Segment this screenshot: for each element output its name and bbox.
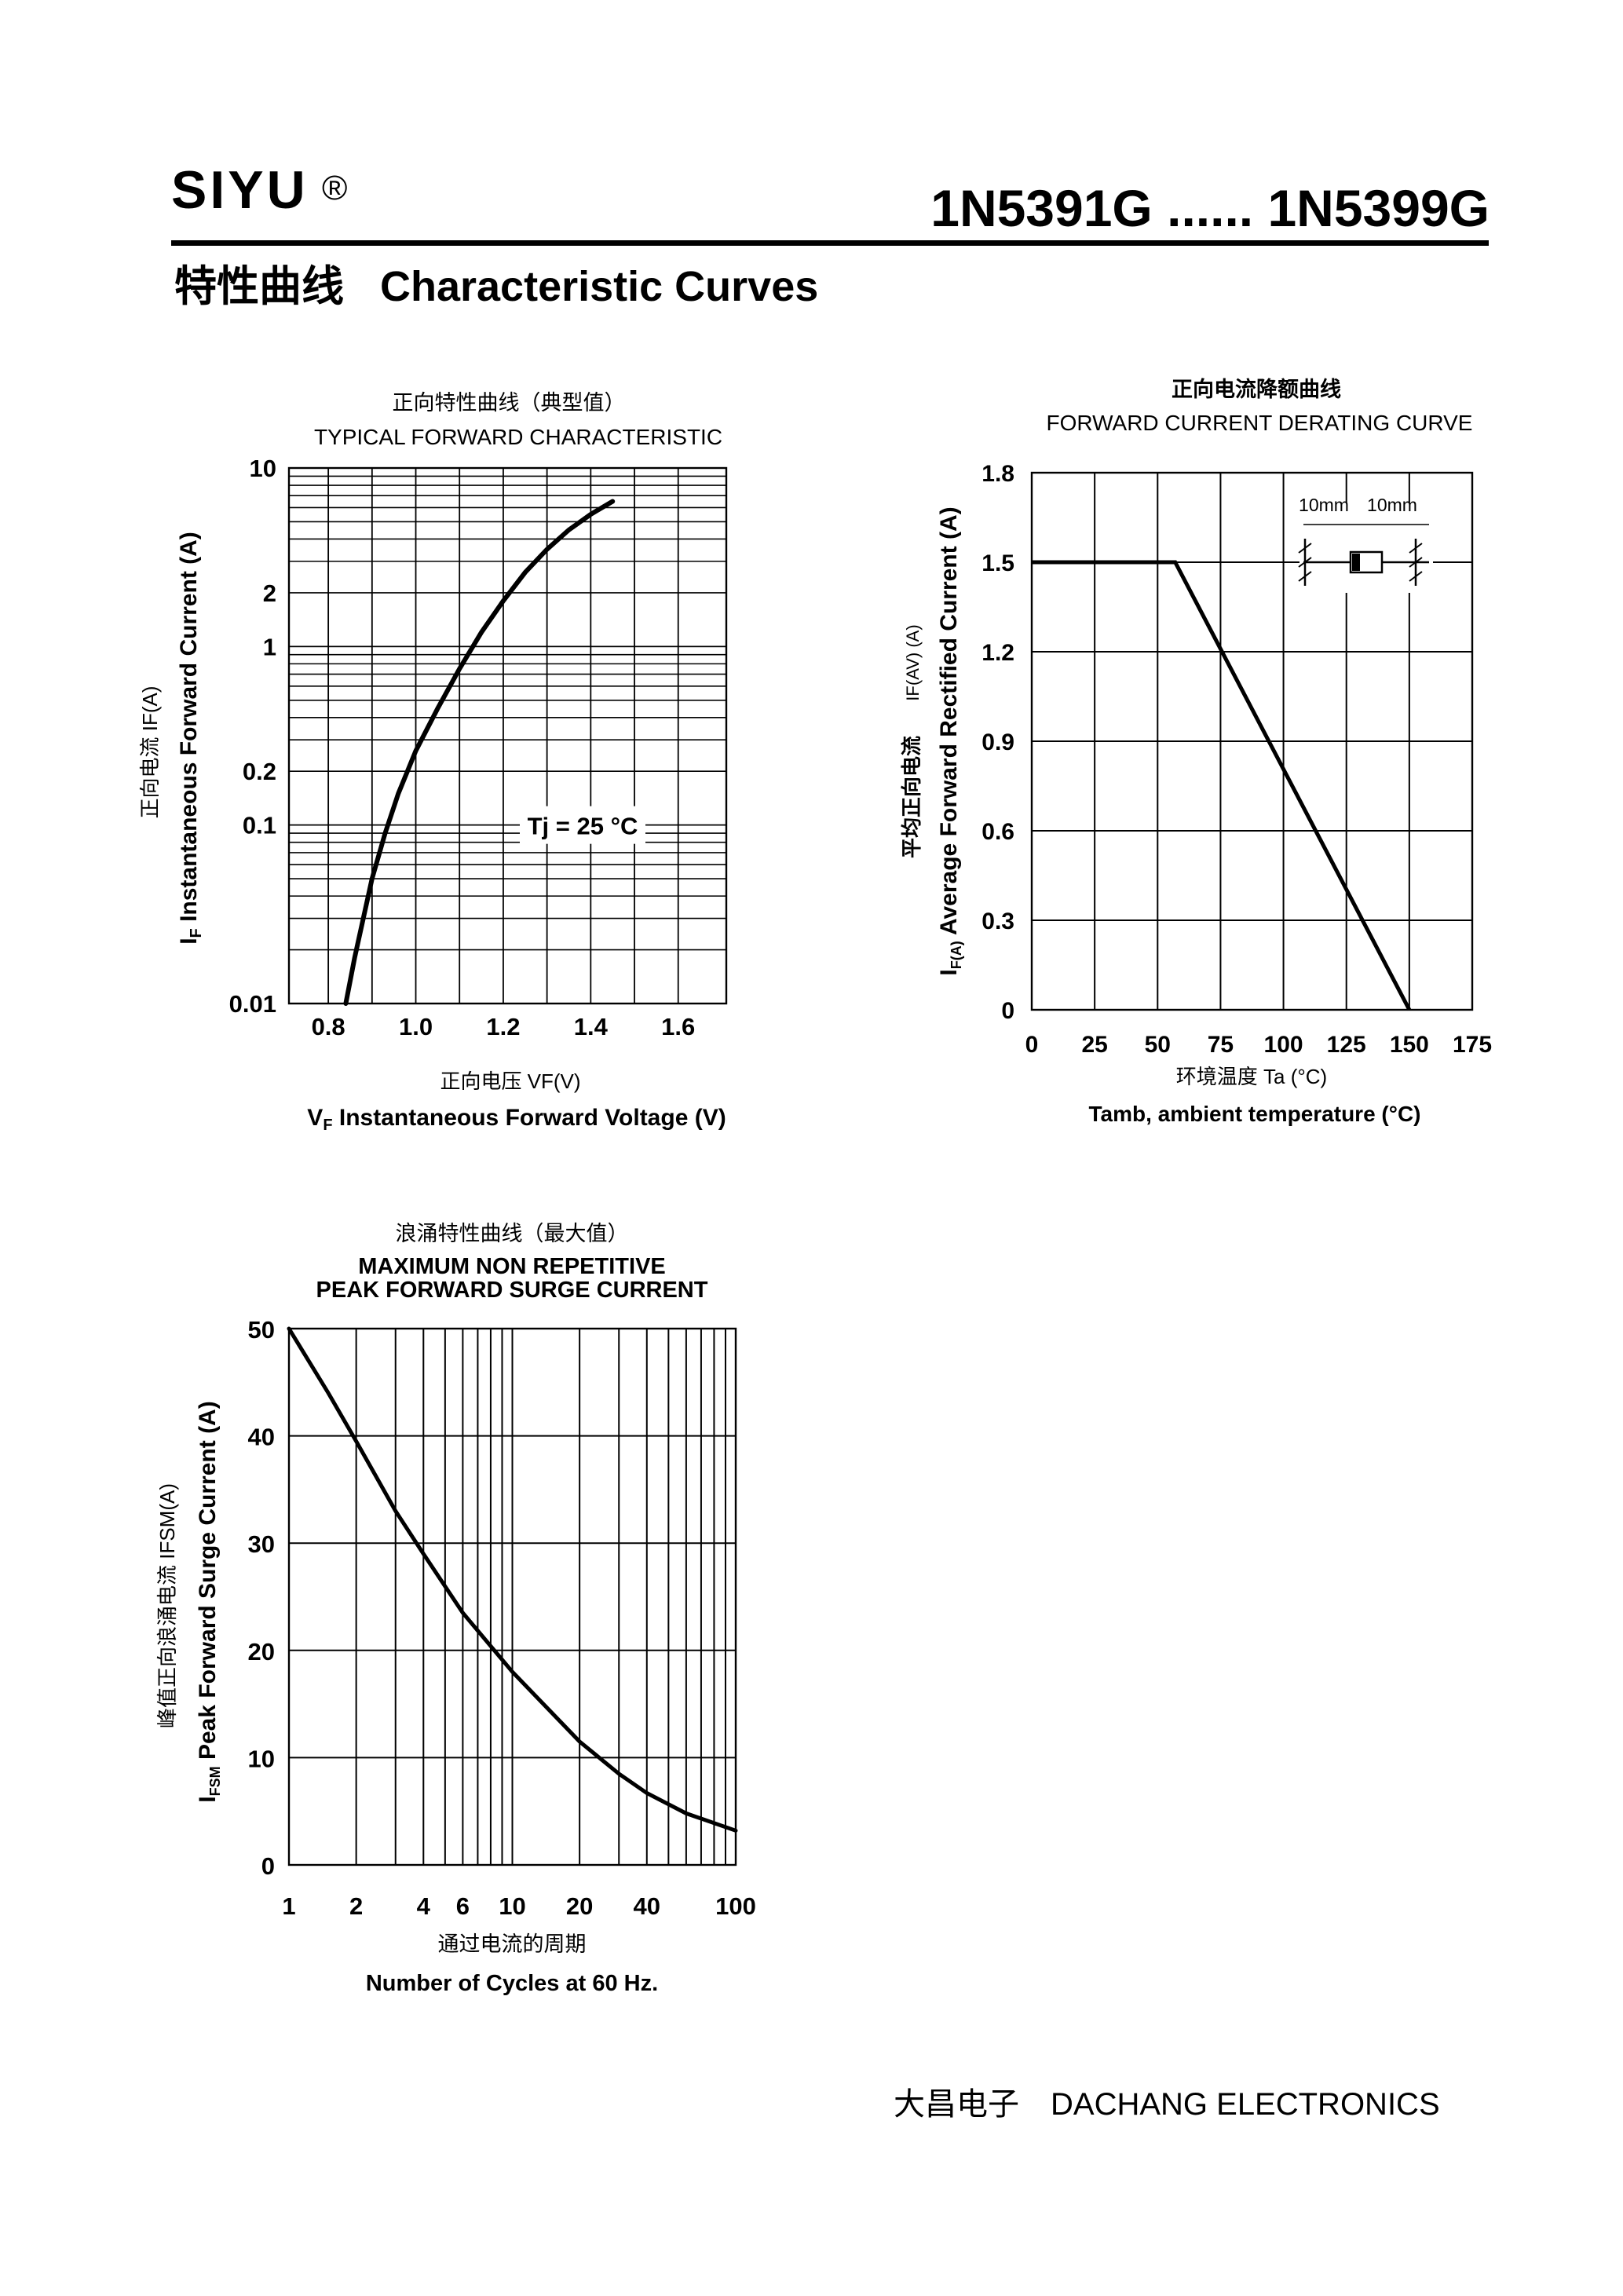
y-tick-label: 0.01 [229,990,276,1018]
registered-mark: ® [322,169,348,207]
y-axis-label-symbol: IF(AV) (A) [903,624,923,700]
derating-curve-chart: 0 25 50 75 100 125 150 175 1.8 1.5 1.2 0.9 0.6 0.3 0 10… [900,377,1492,1126]
surge-current-chart: 1 2 4 6 10 20 40 10050403020100浪涌特性曲线（最大值）MAXIM… [155,1222,756,1996]
x-tick-label: 1.4 [574,1013,609,1040]
y-tick-label: 0.3 [981,909,1014,934]
x-tick-label: 0.8 [312,1013,345,1040]
forward-characteristic-chart: 0.8 1.0 1.2 1.4 1.6 10 2 1 0.2 0.1 0.01 Tj = 25 °C 正… [138,391,728,1134]
y-axis-label: IFSM Peak Forward Surge Current (A) [195,1401,223,1802]
y-tick-label: 0.6 [981,819,1014,845]
x-tick-label: 100 [715,1892,756,1920]
footer-company: 大昌电子 DACHANG ELECTRONICS [894,2089,1440,2120]
inset-lead-length-label: 10mm [1367,495,1417,515]
y-tick-label: 0.1 [243,812,276,839]
x-axis-label-zh: 正向电压 VF(V) [440,1069,580,1093]
derating-curve-line [1032,560,1412,1011]
plot-frame [1030,471,1474,1011]
y-tick-label: 40 [248,1424,275,1451]
chart-title-zh: 浪涌特性曲线（最大值） [396,1222,629,1245]
chart-title-line-1: MAXIMUM NON REPETITIVE [358,1254,666,1279]
x-tick-label: 2 [349,1892,363,1920]
x-tick-label: 125 [1327,1032,1366,1058]
brand-name: SIYU [171,160,309,220]
header-rule [171,240,1489,246]
inset-hatch [1298,543,1312,554]
x-axis-label: VF Instantaneous Forward Voltage (V) [307,1105,726,1134]
y-axis-label: IF Instantaneous Forward Current (A) [176,532,205,945]
inset-backdrop [1299,503,1433,593]
x-tick-label: 25 [1081,1032,1107,1058]
x-axis-label-zh: 环境温度 Ta (°C) [1176,1065,1327,1088]
section-title-zh: 特性曲线 [174,263,344,310]
footer-company-zh: 大昌电子 [894,2087,1019,2122]
x-axis-label-zh: 通过电流的周期 [438,1932,587,1956]
y-tick-label: 1.5 [981,550,1014,576]
x-axis-label: Tamb, ambient temperature (°C) [1089,1102,1421,1126]
y-tick-label: 20 [248,1638,275,1665]
plot-frame [287,466,728,1005]
y-axis-label-zh: 峰值正向浪涌电流 IFSM(A) [155,1483,179,1728]
x-tick-label: 1.2 [486,1013,520,1040]
x-tick-label: 175 [1453,1032,1492,1058]
forward-curve-line [343,499,616,1006]
inset-hatch [1409,571,1423,582]
inset-hatch [1409,543,1423,554]
chart-title-line-2: PEAK FORWARD SURGE CURRENT [316,1278,708,1303]
footer-company-en: DACHANG ELECTRONICS [1051,2087,1440,2122]
section-title: 特性曲线 Characteristic Curves [174,265,818,308]
y-tick-label: 1.8 [981,461,1014,487]
y-tick-label: 10 [248,1745,275,1772]
y-axis-label-zh: 正向电流 IF(A) [138,686,162,819]
x-tick-label: 1 [282,1892,295,1920]
inset-lead-length-label: 10mm [1299,495,1349,515]
y-tick-label: 30 [248,1530,275,1558]
annotation-backdrop [520,806,645,844]
chart-title-zh: 正向电流降额曲线 [1172,377,1341,401]
y-axis-label: IF(A) Average Forward Rectified Current … [936,506,964,975]
x-tick-label: 150 [1390,1032,1429,1058]
plot-frame [287,1327,737,1866]
temperature-annotation: Tj = 25 °C [528,813,638,840]
x-tick-label: 50 [1145,1032,1171,1058]
y-tick-label: 0 [1001,998,1014,1024]
inset-hatch [1298,571,1312,582]
x-tick-label: 0 [1025,1032,1039,1058]
chart-title: FORWARD CURRENT DERATING CURVE [1047,411,1473,435]
x-tick-label: 20 [566,1892,593,1920]
x-tick-label: 40 [634,1892,660,1920]
x-tick-label: 100 [1264,1032,1303,1058]
section-title-en: Characteristic Curves [380,263,819,310]
y-tick-label: 0 [261,1852,275,1880]
y-tick-label: 1.2 [981,640,1014,666]
x-tick-label: 6 [456,1892,470,1920]
x-tick-label: 10 [499,1892,525,1920]
y-tick-label: 1 [263,633,276,660]
inset-hatch [1298,557,1312,568]
x-tick-label: 75 [1208,1032,1234,1058]
part-number-range: 1N5391G ...... 1N5399G [930,179,1490,237]
y-tick-label: 0.2 [243,758,276,785]
chart-title-zh: 正向特性曲线（典型值） [393,391,626,415]
x-tick-label: 1.0 [399,1013,433,1040]
inset-diode-band [1352,554,1360,571]
y-tick-label: 0.9 [981,729,1014,755]
y-tick-label: 2 [263,579,276,607]
y-tick-label: 50 [248,1316,275,1344]
surge-curve-line [287,1326,738,1833]
y-tick-label: 10 [250,455,276,482]
x-tick-label: 4 [417,1892,431,1920]
x-axis-label: Number of Cycles at 60 Hz. [366,1971,658,1996]
x-tick-label: 1.6 [661,1013,695,1040]
chart-title: TYPICAL FORWARD CHARACTERISTIC [314,425,722,449]
inset-hatch [1409,557,1423,568]
y-axis-label-zh: 平均正向电流 [900,736,923,858]
